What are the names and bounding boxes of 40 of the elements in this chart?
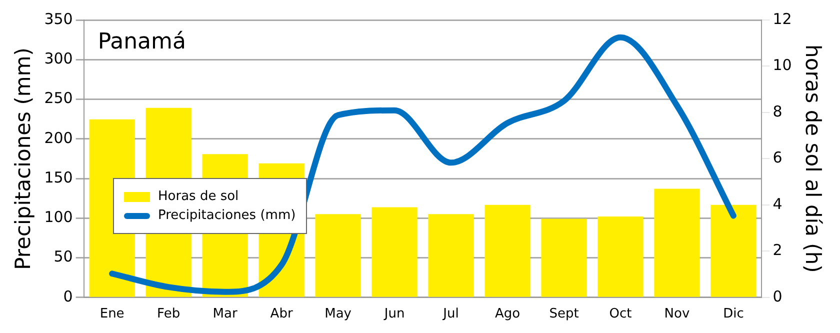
y-tick-label: 50	[54, 248, 73, 266]
x-tick-label: Nov	[664, 306, 690, 322]
y2-tick-label: 6	[772, 148, 782, 167]
y2-tick-label: 4	[772, 194, 782, 213]
bar	[484, 204, 530, 297]
y-axis-title: Precipitaciones (mm)	[11, 47, 36, 270]
y2-tick-label: 10	[772, 56, 792, 74]
bar	[598, 216, 644, 297]
text: Panamá	[98, 30, 186, 55]
x-tick-label: Jul	[442, 306, 459, 322]
x-tick-label: Abr	[270, 306, 294, 322]
bar	[654, 188, 700, 297]
x-tick-label: Oct	[609, 306, 632, 322]
bar	[372, 207, 418, 297]
y-tick-label: 150	[44, 168, 73, 186]
y-tick-label: 250	[44, 89, 73, 108]
bar	[541, 218, 587, 297]
x-tick-label: Feb	[157, 306, 180, 322]
y2-tick-label: 0	[772, 287, 782, 306]
y-tick-label: 100	[44, 208, 73, 226]
y-tick-label: 200	[44, 128, 73, 147]
x-tick-label: Dic	[723, 306, 744, 322]
y2-axis-title: horas de sol al día (h)	[800, 44, 825, 273]
x-tick-label: Ago	[494, 306, 520, 322]
bar	[710, 204, 756, 297]
y2-tick-label: 12	[772, 10, 792, 28]
y2-tick-label: 8	[772, 102, 782, 120]
x-tick-label: Ene	[100, 306, 124, 322]
y-tick-label: 350	[44, 10, 73, 28]
x-tick-label: May	[324, 306, 352, 322]
y2-tick-label: 2	[772, 241, 782, 260]
bar	[428, 214, 474, 297]
legend-label: Horas de sol	[158, 189, 239, 204]
x-tick-label: Sept	[549, 306, 579, 322]
legend-label: Precipitaciones (mm)	[158, 208, 296, 223]
y-tick-label: 300	[44, 50, 73, 68]
y-tick-label: 0	[63, 287, 73, 306]
bar	[315, 214, 361, 297]
x-tick-label: Jun	[383, 306, 405, 322]
x-tick-label: Mar	[212, 306, 238, 322]
